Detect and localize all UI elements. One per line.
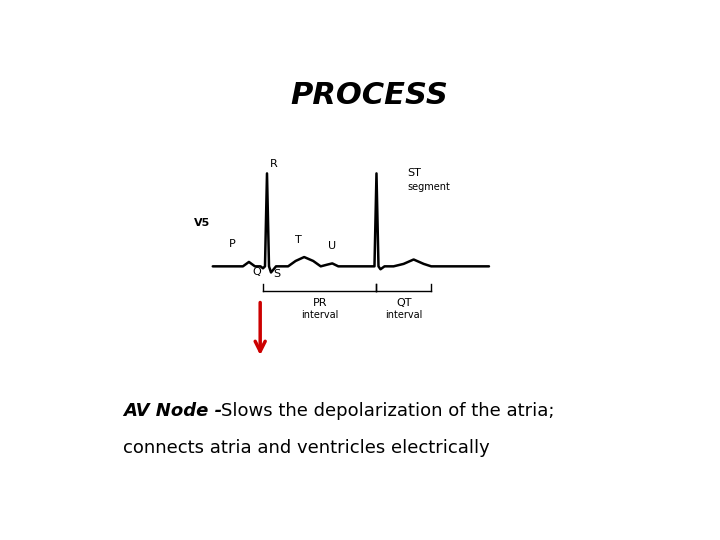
Text: T: T [295,234,302,245]
Text: ST: ST [408,167,421,178]
Text: P: P [229,239,235,249]
Text: QT: QT [396,298,412,308]
Text: interval: interval [385,310,423,320]
Text: V5: V5 [194,218,210,228]
Text: Q: Q [252,267,261,276]
Text: Slows the depolarization of the atria;: Slows the depolarization of the atria; [221,402,554,420]
Text: PROCESS: PROCESS [290,82,448,111]
Text: AV Node -: AV Node - [124,402,229,420]
Text: R: R [270,159,278,169]
Text: U: U [328,241,336,251]
Text: segment: segment [408,182,450,192]
Text: S: S [273,269,280,279]
Text: PR: PR [312,298,327,308]
Text: connects atria and ventricles electrically: connects atria and ventricles electrical… [124,439,490,457]
Text: interval: interval [301,310,338,320]
